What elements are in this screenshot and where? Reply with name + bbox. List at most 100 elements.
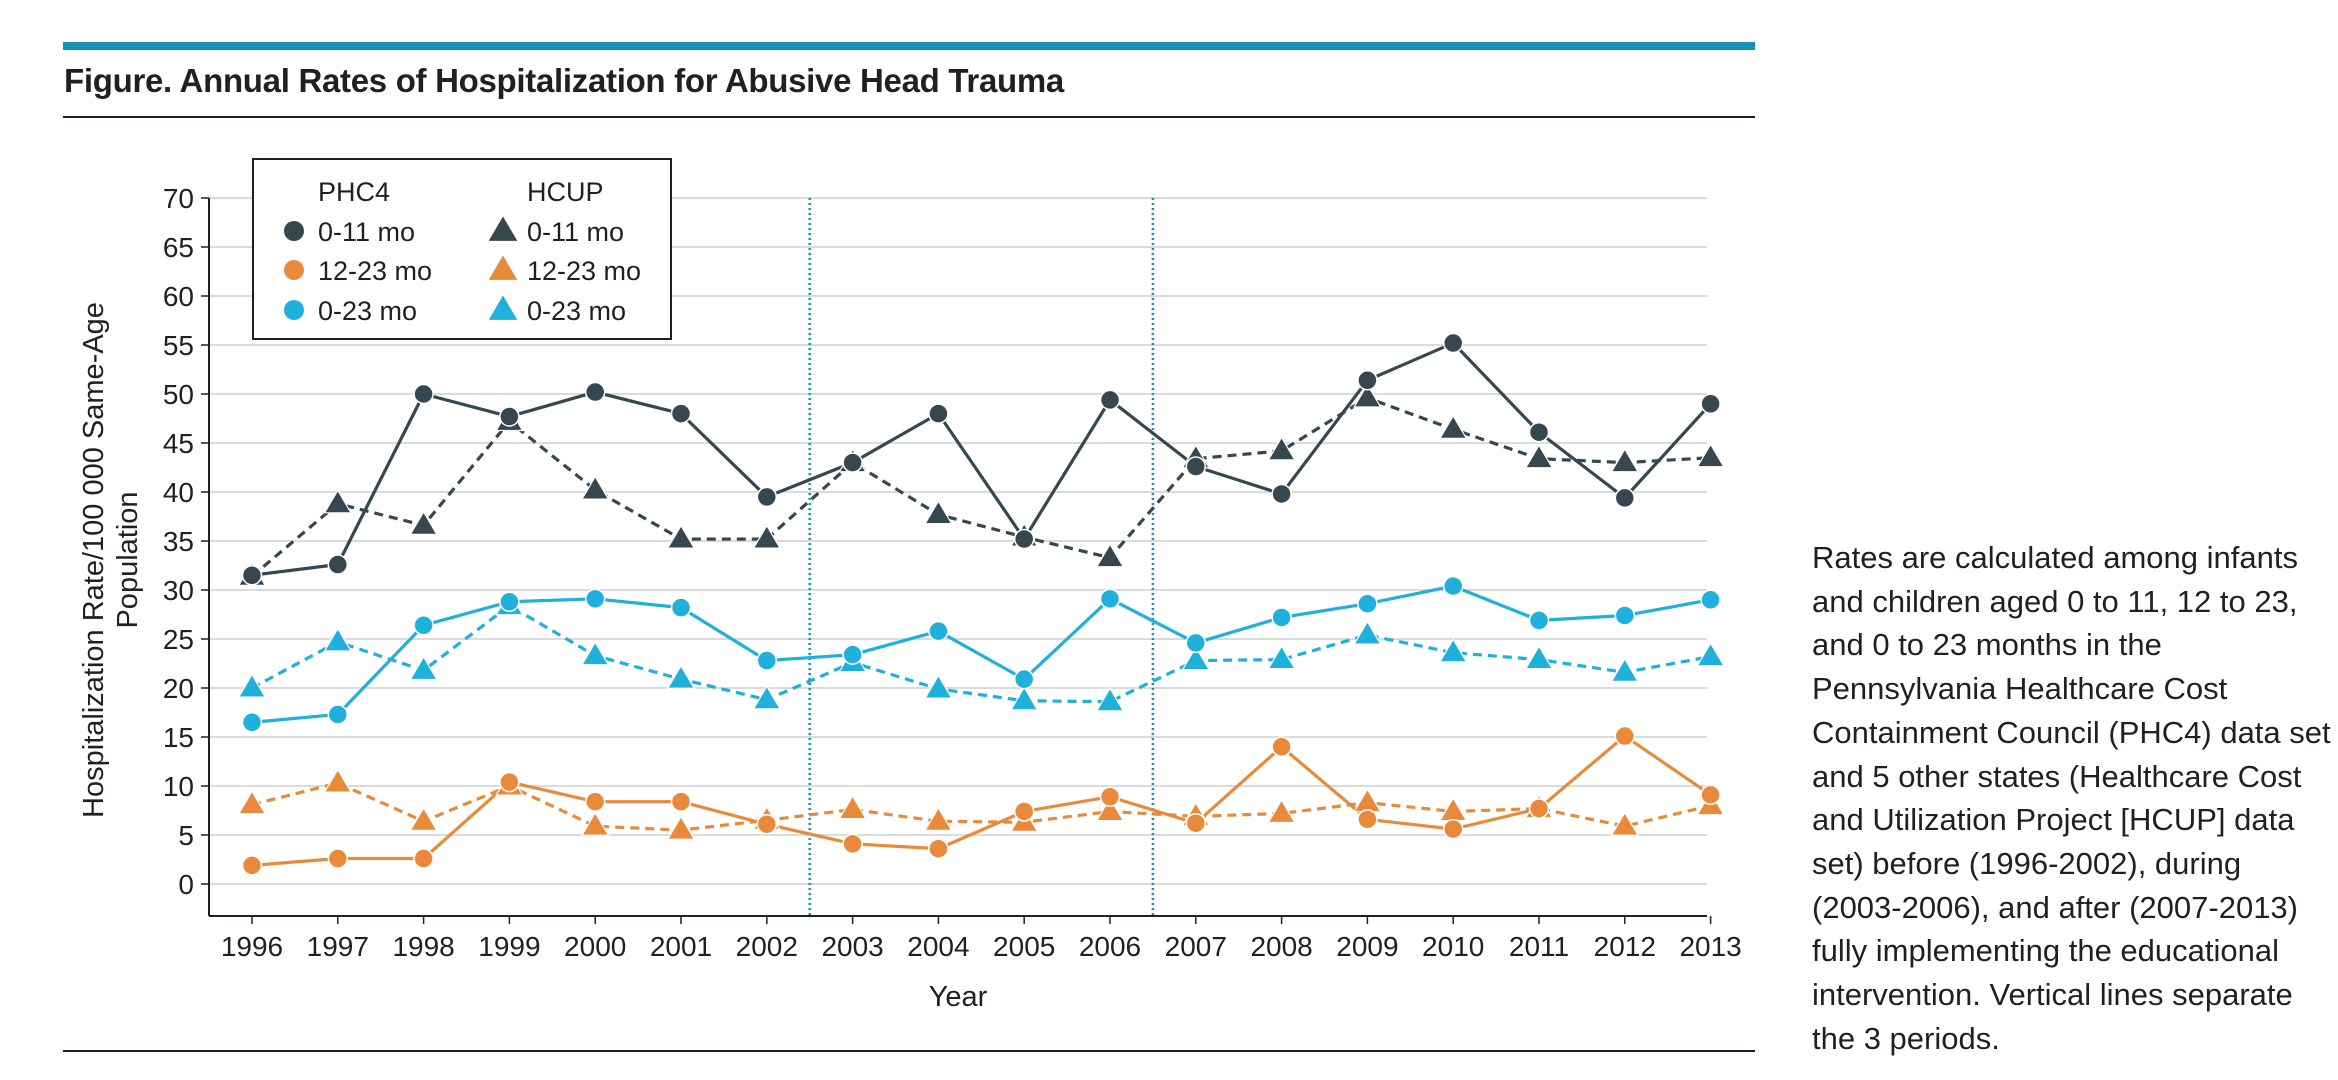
series-line xyxy=(251,781,1711,832)
caption-line: the 3 periods. xyxy=(1812,1020,2000,1056)
y-tick-label: 25 xyxy=(163,624,194,655)
data-point xyxy=(323,768,353,793)
data-point xyxy=(1099,588,1121,610)
data-point xyxy=(580,811,610,836)
data-point xyxy=(1442,332,1464,354)
legend-marker xyxy=(284,260,304,280)
data-point xyxy=(413,848,434,869)
x-tick-label: 2000 xyxy=(564,931,626,962)
data-point xyxy=(1614,725,1636,747)
legend-marker xyxy=(488,295,518,320)
data-point xyxy=(499,406,520,427)
legend-label: 0-23 mo xyxy=(318,296,417,326)
series-line xyxy=(251,734,1712,867)
data-point xyxy=(580,475,610,500)
data-point xyxy=(241,565,263,586)
bottom-rule xyxy=(63,1050,1755,1052)
data-point xyxy=(499,591,520,613)
caption-line: Pennsylvania Healthcare Cost xyxy=(1812,671,2228,707)
data-point xyxy=(584,791,606,812)
data-point xyxy=(924,674,953,699)
data-point xyxy=(241,855,263,876)
data-point xyxy=(1442,818,1464,840)
data-point xyxy=(1013,528,1035,550)
data-point xyxy=(409,806,438,831)
data-point xyxy=(670,791,692,812)
data-point xyxy=(241,712,263,733)
caption-line: Containment Council (PHC4) data set xyxy=(1812,714,2331,750)
x-tick-label: 2010 xyxy=(1422,931,1484,962)
data-point xyxy=(1528,798,1550,819)
y-tick-label: 50 xyxy=(163,379,194,410)
caption-line: and 0 to 23 months in the xyxy=(1812,627,2162,663)
caption-line: Rates are calculated among infants xyxy=(1812,540,2298,575)
x-tick-label: 1996 xyxy=(221,931,283,962)
data-point xyxy=(1610,657,1640,682)
y-axis-label-line-1: Hospitalization Rate/100 000 Same-Age xyxy=(78,302,110,818)
caption-line: and children aged 0 to 11, 12 to 23, xyxy=(1812,583,2298,619)
data-point xyxy=(666,815,696,840)
data-point xyxy=(1353,383,1382,408)
data-point xyxy=(1271,736,1292,758)
y-tick-label: 30 xyxy=(163,575,194,606)
legend-group-title: PHC4 xyxy=(318,177,390,207)
data-point xyxy=(1013,801,1035,822)
data-point xyxy=(584,588,606,610)
data-point xyxy=(1185,456,1207,477)
data-point xyxy=(928,620,949,642)
data-point xyxy=(1185,632,1207,654)
x-tick-label: 1998 xyxy=(392,931,454,962)
y-tick-label: 70 xyxy=(163,183,194,214)
x-tick-label: 2008 xyxy=(1250,931,1312,962)
data-point xyxy=(1271,607,1292,628)
y-tick-label: 65 xyxy=(163,232,194,263)
data-point xyxy=(1528,421,1550,443)
legend-marker xyxy=(488,216,518,241)
data-point xyxy=(1700,784,1721,806)
caption-line: and 5 other states (Healthcare Cost xyxy=(1812,758,2302,794)
legend-label: 0-11 mo xyxy=(527,217,624,247)
data-point xyxy=(323,489,353,514)
x-tick-label: 2005 xyxy=(993,931,1055,962)
data-point xyxy=(1099,786,1121,808)
caption-line: and Utilization Project [HCUP] data xyxy=(1812,802,2295,838)
data-point xyxy=(409,655,438,681)
data-point xyxy=(756,486,778,508)
data-point xyxy=(752,685,782,710)
caption-line: set) before (1996-2002), during xyxy=(1812,845,2242,881)
caption-line: intervention. Vertical lines separate xyxy=(1812,977,2293,1013)
data-point xyxy=(924,806,953,831)
data-point xyxy=(666,664,696,689)
y-axis-label-line-2: Population xyxy=(112,491,144,628)
legend-label: 0-23 mo xyxy=(527,296,626,326)
y-tick-label: 0 xyxy=(178,869,194,900)
x-tick-label: 2002 xyxy=(736,931,798,962)
data-point xyxy=(1095,543,1125,568)
data-point xyxy=(752,524,782,549)
series-line xyxy=(251,584,1711,724)
data-point xyxy=(1357,809,1378,830)
data-point xyxy=(584,381,606,403)
data-point xyxy=(1700,393,1721,415)
data-point xyxy=(1267,645,1296,670)
data-point xyxy=(327,554,349,575)
data-point xyxy=(1099,389,1121,411)
data-point xyxy=(1181,645,1211,671)
data-point xyxy=(1528,610,1550,631)
x-tick-label: 1999 xyxy=(478,931,540,962)
data-point xyxy=(670,597,692,618)
x-tick-label: 2003 xyxy=(821,931,883,962)
figure-caption: Rates are calculated among infants and ch… xyxy=(1812,536,2332,1060)
data-point xyxy=(1357,370,1378,391)
data-point xyxy=(237,673,267,698)
data-point xyxy=(1185,812,1207,834)
data-point xyxy=(1696,443,1725,468)
data-point xyxy=(1524,645,1554,670)
gridlines xyxy=(209,197,1707,885)
y-tick-label: 5 xyxy=(178,820,194,851)
y-tick-label: 45 xyxy=(163,428,194,459)
data-point xyxy=(1271,483,1292,505)
data-point xyxy=(1009,686,1039,711)
data-point xyxy=(842,644,863,665)
y-tick-label: 15 xyxy=(163,722,194,753)
